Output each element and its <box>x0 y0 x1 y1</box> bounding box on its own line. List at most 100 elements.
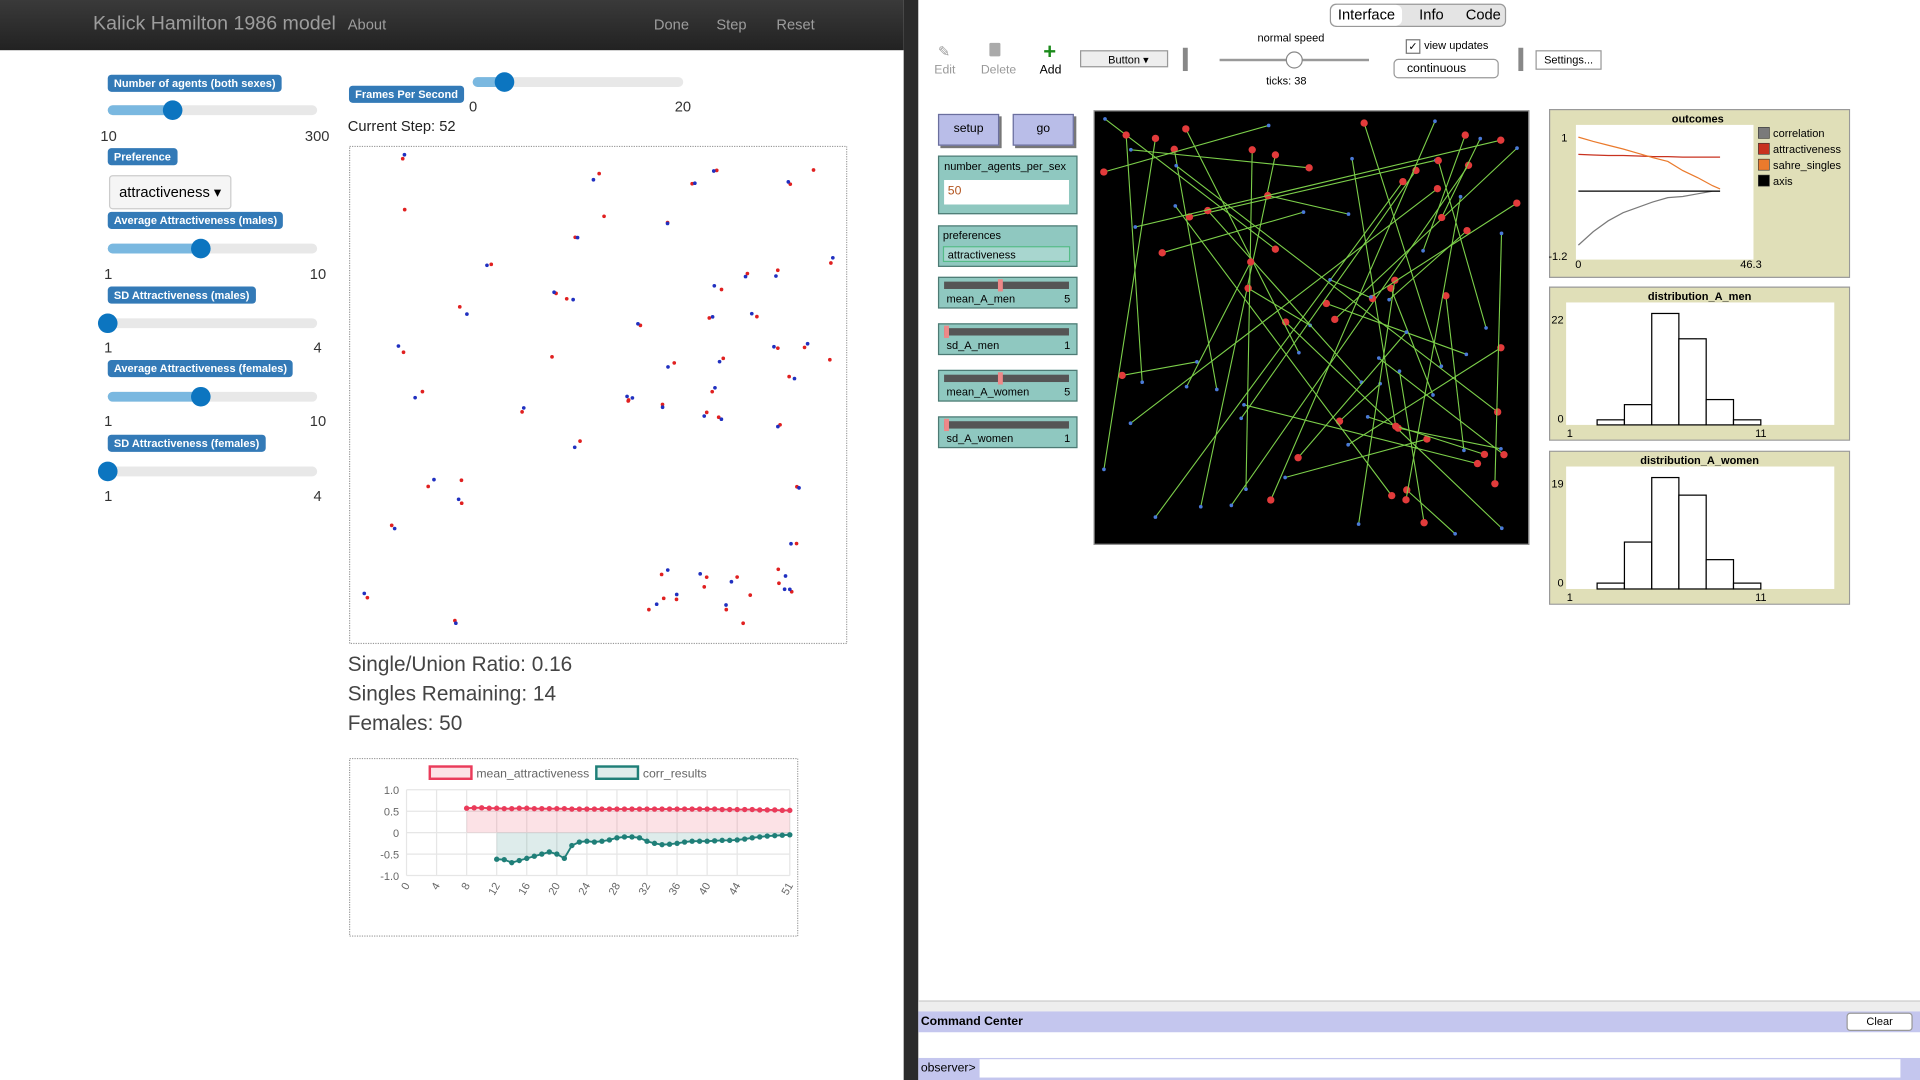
slider-value: 1 <box>1064 432 1071 445</box>
agent-male <box>660 405 665 410</box>
agent-male <box>392 526 397 531</box>
series-line <box>1577 190 1721 246</box>
nav-link[interactable]: Step <box>716 15 747 34</box>
nl-slider[interactable]: sd_A_men 1 <box>937 323 1078 356</box>
agent-female <box>741 621 745 626</box>
agent-female <box>661 596 666 601</box>
agent-male <box>749 311 754 316</box>
agent-female <box>748 593 753 597</box>
slider-handle[interactable] <box>191 386 211 407</box>
speed-handle[interactable] <box>1285 51 1303 69</box>
link <box>1175 165 1498 413</box>
link <box>1103 124 1269 173</box>
turtle-female <box>1399 177 1407 186</box>
checkbox[interactable]: ✓ <box>1405 39 1421 54</box>
slider-track[interactable] <box>107 243 318 254</box>
x-tick-label: 1 <box>1567 428 1573 440</box>
button[interactable]: go <box>1012 113 1074 146</box>
slider-handle[interactable] <box>97 461 118 482</box>
series-line <box>496 833 790 864</box>
slider-track[interactable] <box>107 391 318 402</box>
data-point <box>494 856 500 862</box>
x-tick-label: 1 <box>1567 592 1573 604</box>
nav-link[interactable]: About <box>347 15 387 34</box>
nl-slider[interactable]: mean_A_men 5 <box>937 276 1078 309</box>
agent-female <box>420 389 425 394</box>
agent-view <box>348 145 848 645</box>
tool[interactable]: Edit <box>934 63 956 78</box>
agent-male <box>787 587 792 592</box>
turtle-female <box>1271 151 1280 159</box>
slider-handle[interactable] <box>97 313 118 334</box>
tab[interactable]: Interface <box>1331 4 1403 26</box>
button[interactable]: setup <box>937 113 1000 146</box>
settings-button[interactable]: Settings... <box>1535 50 1602 70</box>
turtle-male <box>1283 475 1287 480</box>
nav-link[interactable]: Done <box>653 15 690 34</box>
command-input[interactable] <box>979 1059 1901 1078</box>
turtle-male <box>1499 526 1504 531</box>
tab[interactable]: Code <box>1465 6 1501 24</box>
agent-male <box>413 395 417 400</box>
agent-male <box>396 344 401 348</box>
slider-track[interactable] <box>107 318 318 329</box>
legend-label: sahre_singles <box>1773 160 1841 172</box>
slider-label: Average Attractiveness (females) <box>107 360 294 378</box>
link <box>1363 122 1442 367</box>
turtle-male <box>1431 393 1435 397</box>
agent-male <box>636 321 640 326</box>
agent-male <box>432 477 436 482</box>
tab[interactable]: Info <box>1419 6 1444 24</box>
slider-track[interactable] <box>107 105 318 116</box>
agent-male <box>713 385 717 390</box>
turtle-female <box>1360 119 1368 127</box>
input-widget[interactable]: number_agents_per_sex 50 <box>937 155 1078 215</box>
turtle-female <box>1433 184 1442 193</box>
turtle-male <box>1173 204 1178 208</box>
agent-male <box>789 541 793 546</box>
clear-button[interactable]: Clear <box>1846 1012 1913 1032</box>
data-point <box>629 834 635 840</box>
turtle-female <box>1387 284 1395 292</box>
slider-track[interactable] <box>107 466 318 477</box>
turtle-male <box>1174 163 1179 168</box>
nav-link[interactable]: Reset <box>776 15 815 34</box>
data-point <box>591 806 598 812</box>
link <box>1103 138 1157 470</box>
agent-female <box>710 389 715 394</box>
splitter[interactable] <box>903 0 919 1080</box>
slider-fill <box>107 105 173 116</box>
link <box>1122 361 1197 376</box>
turtle-male <box>1214 387 1219 392</box>
histogram-bar <box>1678 494 1707 590</box>
slider-label: Frames Per Second <box>348 85 465 103</box>
divider[interactable] <box>918 1000 1920 1012</box>
slider-handle[interactable] <box>162 100 183 120</box>
agent-male <box>591 177 596 182</box>
agent-male <box>776 424 780 429</box>
tool[interactable]: Add <box>1039 63 1062 78</box>
slider-track[interactable] <box>472 77 684 87</box>
agent-female <box>829 261 833 265</box>
nl-slider[interactable]: sd_A_women 1 <box>937 416 1078 449</box>
data-point <box>681 806 688 812</box>
slider-handle[interactable] <box>494 72 515 92</box>
dropdown[interactable]: attractiveness ▾ <box>108 175 232 210</box>
x-tick-label: 28 <box>607 881 624 898</box>
update-select[interactable]: continuous <box>1393 58 1499 79</box>
nl-slider[interactable]: mean_A_women 5 <box>937 369 1078 402</box>
tool[interactable]: Delete <box>980 63 1017 78</box>
slider-handle[interactable] <box>191 238 211 259</box>
turtle-male <box>1266 123 1271 128</box>
agent-female <box>802 345 807 350</box>
data-point <box>561 855 568 862</box>
legend-label: mean_attractiveness <box>476 767 589 781</box>
data-point <box>614 806 620 812</box>
agent-female <box>776 567 781 572</box>
agent-male <box>743 274 748 279</box>
chooser[interactable]: preferences attractiveness <box>937 225 1078 267</box>
turtle-male <box>1244 487 1248 492</box>
data-point <box>779 807 785 814</box>
widget-select[interactable]: Button ▾ <box>1080 50 1169 68</box>
